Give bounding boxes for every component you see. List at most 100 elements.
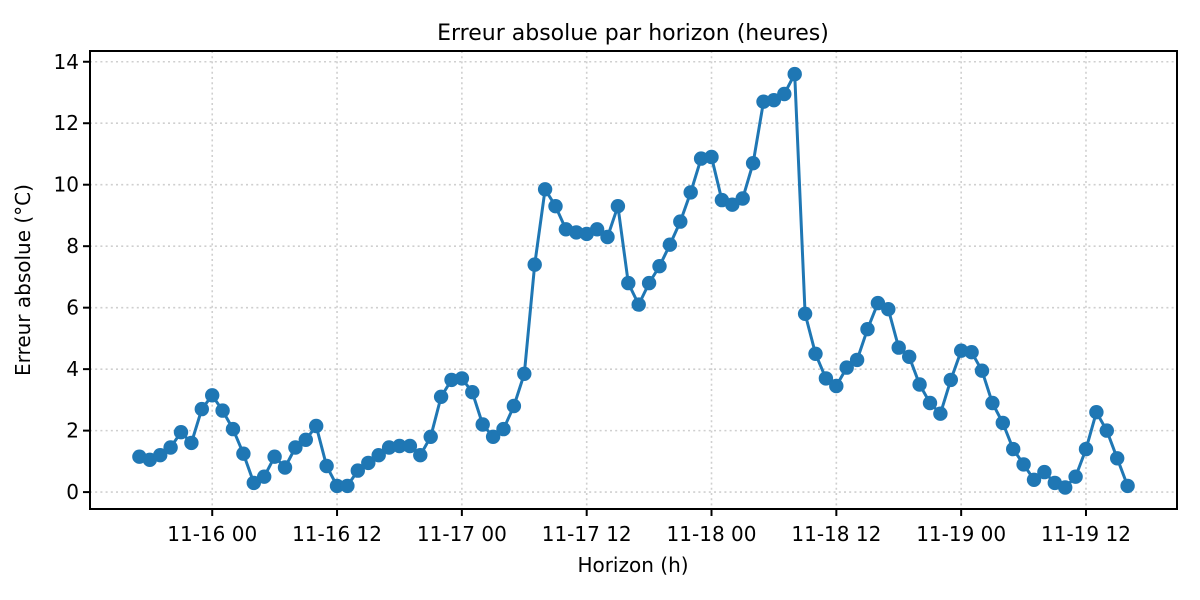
y-tick-label: 10: [54, 173, 79, 197]
data-point: [787, 66, 802, 82]
data-point: [361, 455, 376, 471]
data-point: [392, 438, 407, 454]
data-point: [319, 458, 334, 474]
data-point: [1068, 469, 1083, 484]
x-tick-label: 11-19 12: [1041, 522, 1131, 546]
data-point: [600, 229, 615, 245]
data-point: [371, 448, 386, 463]
data-point: [1120, 478, 1135, 494]
x-axis-label: Horizon (h): [577, 553, 688, 577]
data-point: [517, 366, 532, 381]
y-tick-label: 14: [54, 50, 79, 74]
data-point: [974, 363, 990, 378]
data-point: [163, 440, 178, 455]
data-point: [589, 222, 605, 237]
data-point: [298, 432, 313, 447]
data-point: [1078, 441, 1094, 457]
data-point: [652, 259, 667, 274]
data-point: [215, 403, 230, 418]
data-point: [236, 446, 251, 461]
data-point: [485, 429, 501, 444]
data-point: [922, 395, 938, 411]
y-tick-label: 4: [66, 357, 79, 381]
y-tick-label: 2: [66, 419, 79, 443]
plot-border: [89, 50, 1178, 510]
data-point: [506, 398, 522, 414]
y-tick-label: 8: [66, 234, 79, 258]
series-erreur-absolue: [132, 66, 1135, 495]
data-point: [184, 435, 199, 451]
data-point: [870, 295, 886, 311]
data-point: [777, 86, 792, 102]
data-point: [1037, 464, 1052, 480]
data-point: [153, 448, 168, 463]
data-point: [350, 463, 365, 478]
data-point: [1110, 451, 1125, 466]
data-point: [309, 418, 324, 434]
data-point: [745, 156, 761, 171]
data-point: [527, 257, 542, 272]
data-point: [413, 448, 428, 463]
axes-spines-and-ticks: [83, 50, 1178, 516]
data-point: [1058, 480, 1073, 495]
data-point: [1026, 472, 1042, 487]
x-tick-label: 11-16 00: [167, 522, 257, 546]
data-point: [735, 191, 750, 206]
chart-title: Erreur absolue par horizon (heures): [437, 21, 829, 46]
data-point: [985, 395, 1000, 411]
data-point: [725, 197, 740, 212]
data-point: [995, 415, 1010, 431]
data-point: [475, 417, 490, 432]
data-point: [673, 214, 688, 229]
data-point: [662, 237, 678, 252]
data-point: [496, 421, 511, 437]
y-tick-label: 6: [66, 296, 79, 320]
grid-lines: [90, 51, 1177, 509]
data-point: [641, 275, 657, 291]
y-axis-label: Erreur absolue (°C): [11, 184, 35, 376]
data-point: [423, 429, 438, 444]
data-point: [267, 449, 282, 464]
data-point: [1016, 457, 1031, 472]
data-point: [173, 425, 189, 440]
data-point: [808, 346, 823, 361]
data-point: [257, 469, 272, 484]
x-tick-label: 11-18 12: [791, 522, 881, 546]
x-tick-label: 11-16 12: [292, 522, 382, 546]
data-point: [849, 352, 865, 368]
y-tick-label: 12: [54, 111, 79, 135]
data-point: [631, 297, 646, 312]
data-point: [829, 378, 844, 394]
data-point: [1006, 441, 1021, 457]
data-point: [860, 322, 875, 337]
data-point: [766, 93, 782, 108]
data-point: [704, 149, 719, 165]
tick-labels: 11-16 00 11-16 12 11-17 00 11-17 12 11-18 00…: [54, 50, 1131, 546]
data-point: [548, 199, 563, 214]
data-point: [964, 345, 979, 360]
data-point: [1099, 423, 1115, 438]
x-tick-label: 11-17 00: [417, 522, 507, 546]
data-point: [891, 340, 906, 355]
data-point: [943, 372, 958, 388]
data-point: [340, 478, 355, 494]
data-point: [610, 199, 626, 214]
data-point: [329, 478, 345, 494]
data-point: [1089, 405, 1104, 420]
x-tick-label: 11-18 00: [667, 522, 757, 546]
data-point: [683, 185, 698, 200]
data-point: [205, 388, 220, 403]
x-tick-label: 11-17 12: [542, 522, 632, 546]
data-point: [818, 371, 834, 386]
data-point: [433, 389, 449, 404]
data-point: [465, 385, 480, 400]
data-point: [194, 401, 209, 417]
data-point: [537, 182, 553, 197]
x-tick-label: 11-19 00: [916, 522, 1006, 546]
data-point: [933, 406, 948, 421]
data-point: [912, 377, 927, 392]
data-point: [402, 438, 418, 454]
data-point: [881, 302, 896, 317]
